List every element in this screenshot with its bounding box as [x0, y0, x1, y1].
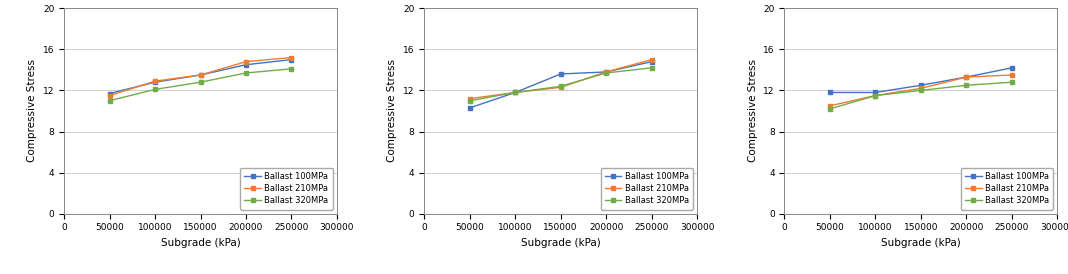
Ballast 320MPa: [1005, 81, 1018, 84]
Ballast 100MPa: [1005, 66, 1018, 70]
Ballast 100MPa: [148, 81, 161, 84]
Ballast 210MPa: [600, 70, 613, 74]
Line: Ballast 100MPa: Ballast 100MPa: [468, 59, 654, 110]
Line: Ballast 320MPa: Ballast 320MPa: [468, 66, 654, 103]
Y-axis label: Compressive Stress: Compressive Stress: [28, 59, 37, 162]
X-axis label: Subgrade (kPa): Subgrade (kPa): [521, 238, 600, 248]
Ballast 210MPa: [823, 104, 836, 107]
Ballast 100MPa: [194, 73, 207, 77]
Legend: Ballast 100MPa, Ballast 210MPa, Ballast 320MPa: Ballast 100MPa, Ballast 210MPa, Ballast …: [240, 168, 333, 210]
Y-axis label: Compressive Stress: Compressive Stress: [748, 59, 757, 162]
Ballast 210MPa: [239, 60, 252, 63]
Y-axis label: Compressive Stress: Compressive Stress: [388, 59, 397, 162]
Ballast 320MPa: [239, 71, 252, 75]
Ballast 320MPa: [148, 88, 161, 91]
Ballast 320MPa: [508, 91, 521, 94]
Ballast 320MPa: [645, 66, 658, 70]
Ballast 320MPa: [194, 81, 207, 84]
Ballast 100MPa: [645, 60, 658, 63]
Legend: Ballast 100MPa, Ballast 210MPa, Ballast 320MPa: Ballast 100MPa, Ballast 210MPa, Ballast …: [600, 168, 693, 210]
Ballast 100MPa: [554, 72, 567, 76]
Line: Ballast 100MPa: Ballast 100MPa: [108, 58, 294, 96]
Ballast 320MPa: [960, 84, 973, 87]
X-axis label: Subgrade (kPa): Subgrade (kPa): [881, 238, 961, 248]
X-axis label: Subgrade (kPa): Subgrade (kPa): [160, 238, 240, 248]
Ballast 210MPa: [508, 91, 521, 94]
Ballast 210MPa: [1005, 73, 1018, 77]
Ballast 210MPa: [869, 94, 882, 97]
Ballast 320MPa: [285, 67, 298, 70]
Ballast 320MPa: [823, 107, 836, 111]
Line: Ballast 210MPa: Ballast 210MPa: [828, 73, 1014, 108]
Ballast 320MPa: [554, 85, 567, 88]
Legend: Ballast 100MPa, Ballast 210MPa, Ballast 320MPa: Ballast 100MPa, Ballast 210MPa, Ballast …: [961, 168, 1053, 210]
Ballast 320MPa: [104, 99, 116, 102]
Ballast 210MPa: [554, 86, 567, 89]
Ballast 210MPa: [104, 94, 116, 97]
Ballast 100MPa: [508, 91, 521, 94]
Ballast 100MPa: [960, 75, 973, 79]
Ballast 320MPa: [464, 99, 476, 102]
Line: Ballast 320MPa: Ballast 320MPa: [108, 67, 294, 103]
Line: Ballast 210MPa: Ballast 210MPa: [468, 58, 654, 101]
Ballast 320MPa: [869, 94, 882, 97]
Ballast 100MPa: [239, 63, 252, 66]
Ballast 100MPa: [285, 58, 298, 61]
Ballast 100MPa: [104, 92, 116, 95]
Ballast 100MPa: [823, 91, 836, 94]
Ballast 100MPa: [600, 70, 613, 74]
Ballast 210MPa: [285, 56, 298, 59]
Ballast 210MPa: [148, 79, 161, 83]
Ballast 210MPa: [464, 97, 476, 100]
Ballast 100MPa: [464, 106, 476, 110]
Ballast 320MPa: [914, 89, 927, 92]
Line: Ballast 210MPa: Ballast 210MPa: [108, 55, 294, 98]
Ballast 320MPa: [600, 71, 613, 75]
Ballast 100MPa: [914, 84, 927, 87]
Line: Ballast 100MPa: Ballast 100MPa: [828, 66, 1014, 95]
Ballast 100MPa: [869, 91, 882, 94]
Ballast 210MPa: [914, 87, 927, 90]
Line: Ballast 320MPa: Ballast 320MPa: [828, 80, 1014, 111]
Ballast 210MPa: [645, 58, 658, 61]
Ballast 210MPa: [194, 73, 207, 77]
Ballast 210MPa: [960, 75, 973, 79]
